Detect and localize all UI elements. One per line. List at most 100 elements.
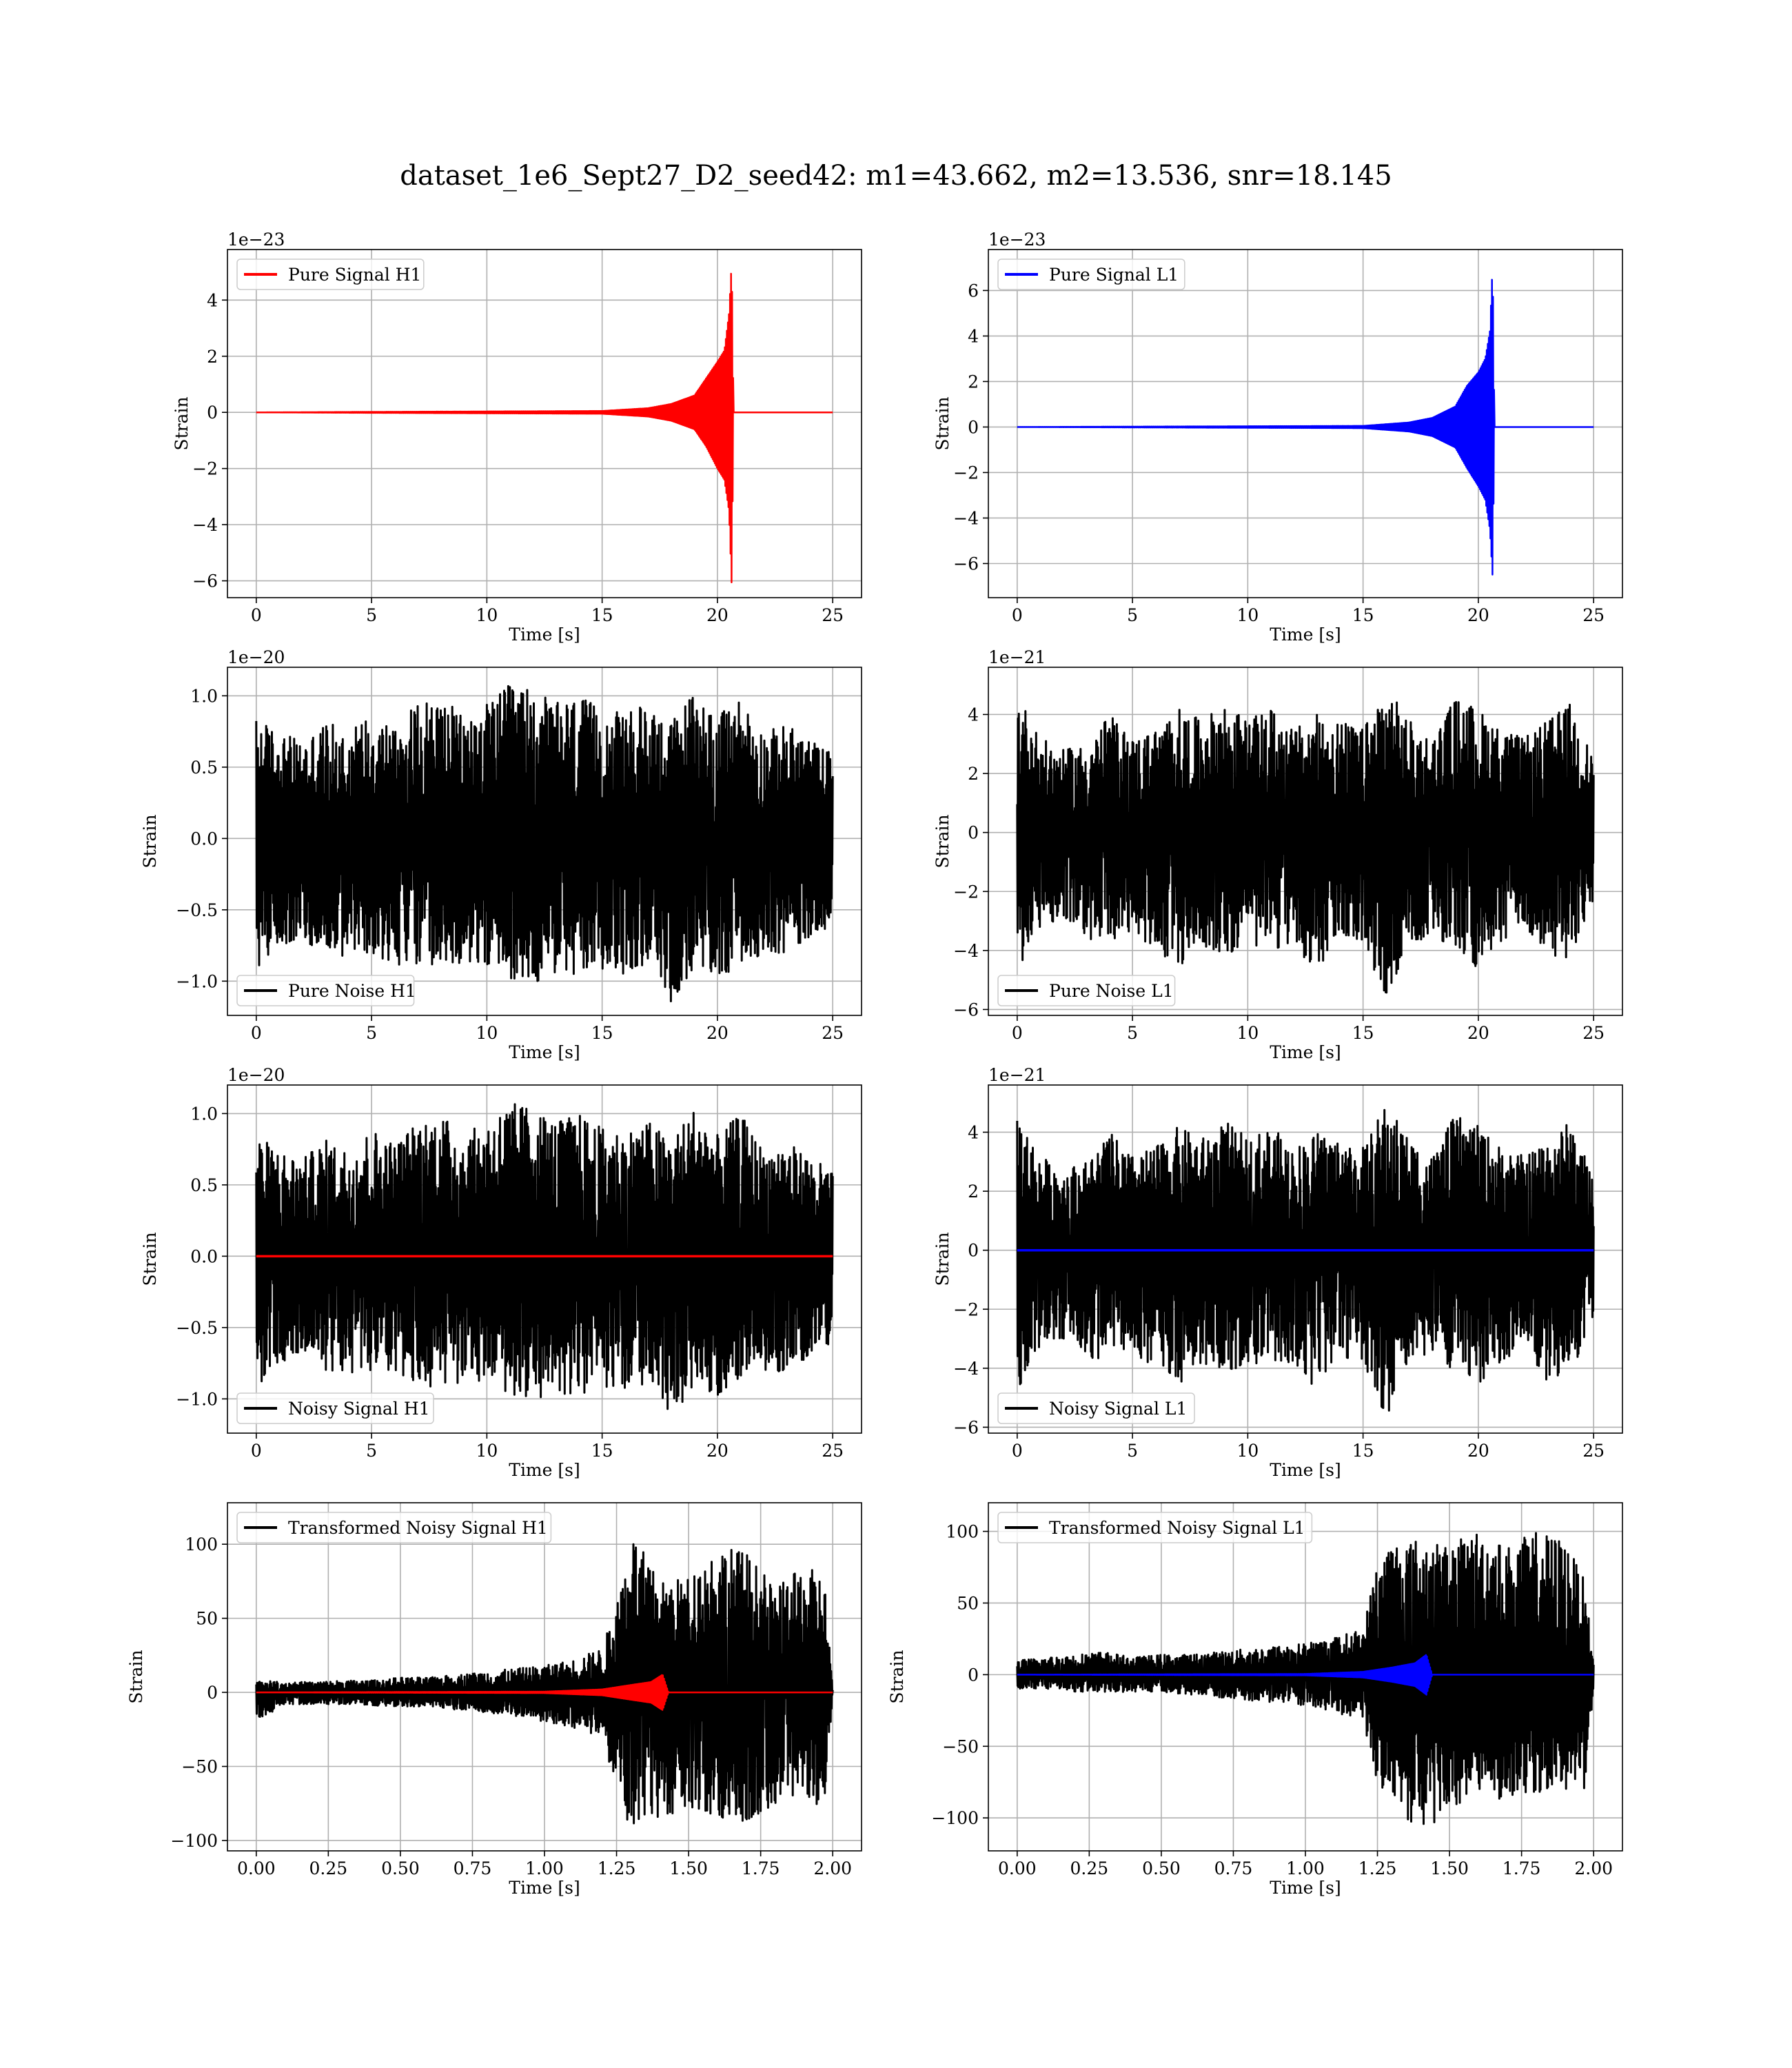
y-axis-label: Strain xyxy=(933,814,953,868)
x-tick-label: 0 xyxy=(251,605,262,625)
chart-noisy-signal-h1: 0 5 10 15 20 25 −1.0 −0.5 0.0 0.5 1.0 Time [s] Strai… xyxy=(140,1065,862,1480)
series-group xyxy=(255,685,834,1002)
x-tick-label: 25 xyxy=(1582,1023,1605,1043)
plot-frame xyxy=(988,667,1623,1016)
x-tick-label: 20 xyxy=(1467,1023,1489,1043)
y-tick-label: −100 xyxy=(170,1831,218,1851)
x-tick-label: 1.50 xyxy=(1430,1858,1469,1878)
x-tick-label: 10 xyxy=(1236,1023,1259,1043)
x-tick-label: 1.25 xyxy=(1358,1858,1397,1878)
x-tick-label: 20 xyxy=(706,605,729,625)
legend: Pure Noise H1 xyxy=(236,975,416,1006)
x-tick-label: 20 xyxy=(706,1023,729,1043)
legend-box xyxy=(997,1392,1195,1424)
y-tick-label: −2 xyxy=(953,463,979,483)
y-tick-label: 0.5 xyxy=(190,758,218,778)
y-tick-label: 1.0 xyxy=(190,686,218,706)
x-axis-label: Time [s] xyxy=(1270,1460,1341,1480)
y-tick-label: −2 xyxy=(953,882,979,902)
x-tick-label: 10 xyxy=(476,1441,498,1461)
legend-box xyxy=(997,1512,1313,1543)
series-line-0 xyxy=(1016,1532,1595,1825)
y-tick-label: 0 xyxy=(968,1241,979,1261)
x-tick-label: 0.50 xyxy=(381,1858,420,1878)
series-line-0 xyxy=(255,685,834,1002)
x-axis-label: Time [s] xyxy=(509,625,580,645)
axis-offset-text: 1e−23 xyxy=(227,230,285,250)
chart-pure-noise-h1: 0 5 10 15 20 25 −1.0 −0.5 0.0 0.5 1.0 Time [s] Strai… xyxy=(140,647,862,1062)
y-tick-label: 0.0 xyxy=(190,829,218,849)
y-axis-label: Strain xyxy=(887,1650,907,1703)
axis-offset-text: 1e−20 xyxy=(227,1065,285,1085)
y-tick-label: −0.5 xyxy=(176,1318,218,1338)
x-tick-label: 0.75 xyxy=(454,1858,492,1878)
x-tick-label: 15 xyxy=(1352,1441,1374,1461)
x-tick-label: 15 xyxy=(1352,1023,1374,1043)
y-axis-label: Strain xyxy=(933,1232,953,1286)
series-group xyxy=(1016,1108,1595,1412)
series-group xyxy=(255,1103,834,1410)
x-axis-label: Time [s] xyxy=(509,1878,580,1898)
x-tick-label: 0.00 xyxy=(998,1858,1037,1878)
x-tick-label: 25 xyxy=(822,605,844,625)
x-tick-label: 5 xyxy=(1127,605,1138,625)
y-tick-label: −0.5 xyxy=(176,900,218,920)
y-tick-label: −50 xyxy=(942,1736,979,1756)
x-tick-label: 15 xyxy=(591,1023,613,1043)
y-tick-label: 100 xyxy=(946,1522,979,1542)
x-tick-label: 0.25 xyxy=(1070,1858,1109,1878)
y-axis-label: Strain xyxy=(140,1232,160,1286)
x-tick-label: 15 xyxy=(1352,605,1374,625)
plot-frame xyxy=(227,667,862,1016)
x-tick-label: 15 xyxy=(591,1441,613,1461)
x-tick-label: 20 xyxy=(1467,1441,1489,1461)
legend: Transformed Noisy Signal H1 xyxy=(236,1512,552,1543)
series-group xyxy=(1016,1532,1595,1825)
x-tick-label: 1.25 xyxy=(598,1858,636,1878)
y-tick-label: 6 xyxy=(968,281,979,301)
y-tick-label: −6 xyxy=(953,1417,979,1437)
x-tick-label: 1.00 xyxy=(525,1858,564,1878)
series-line-0 xyxy=(255,1543,834,1825)
legend-box xyxy=(236,1512,552,1543)
x-tick-label: 20 xyxy=(1467,605,1489,625)
chart-noisy-signal-l1: 0 5 10 15 20 25 −6 −4 −2 0 2 4 Time [s] Strain 1e−21 No… xyxy=(933,1065,1623,1480)
y-tick-label: 2 xyxy=(968,1182,979,1202)
legend-label: Pure Noise L1 xyxy=(1049,981,1174,1001)
x-axis-label: Time [s] xyxy=(1270,1878,1341,1898)
y-axis-label: Strain xyxy=(933,396,953,450)
y-tick-label: 100 xyxy=(185,1534,218,1554)
y-tick-label: 4 xyxy=(968,1122,979,1142)
y-tick-label: 2 xyxy=(968,764,979,784)
y-axis-label: Strain xyxy=(140,814,160,868)
x-tick-label: 25 xyxy=(1582,605,1605,625)
y-tick-label: 0 xyxy=(968,1665,979,1685)
chart-transformed-noisy-signal-l1: 0.00 0.25 0.50 0.75 1.00 1.25 1.50 1.75 2.00 −100… xyxy=(887,1502,1623,1898)
y-tick-label: 0 xyxy=(968,823,979,843)
y-tick-label: −4 xyxy=(953,508,979,528)
x-tick-label: 25 xyxy=(822,1441,844,1461)
y-tick-label: 0.5 xyxy=(190,1175,218,1195)
y-axis-label: Strain xyxy=(126,1650,146,1703)
x-tick-label: 0.75 xyxy=(1214,1858,1253,1878)
plot-frame xyxy=(227,1084,862,1434)
legend-label: Transformed Noisy Signal H1 xyxy=(288,1518,548,1538)
series-group xyxy=(1016,701,1595,994)
axis-offset-text: 1e−23 xyxy=(988,230,1046,250)
legend: Pure Noise L1 xyxy=(997,975,1176,1006)
chart-transformed-noisy-signal-h1: 0.00 0.25 0.50 0.75 1.00 1.25 1.50 1.75 2.00 −100… xyxy=(126,1502,862,1898)
y-axis-label: Strain xyxy=(172,396,192,450)
legend: Noisy Signal H1 xyxy=(236,1392,434,1424)
legend-label: Noisy Signal H1 xyxy=(288,1399,430,1419)
x-tick-label: 1.75 xyxy=(1503,1858,1541,1878)
series-line-0 xyxy=(1017,278,1594,576)
y-tick-label: 50 xyxy=(957,1593,979,1613)
x-tick-label: 0 xyxy=(251,1441,262,1461)
x-tick-label: 1.50 xyxy=(669,1858,708,1878)
x-tick-label: 25 xyxy=(1582,1441,1605,1461)
chart-pure-noise-l1: 0 5 10 15 20 25 −6 −4 −2 0 2 4 Time [s] Strain 1e−21 Pu… xyxy=(933,647,1623,1062)
x-tick-label: 25 xyxy=(822,1023,844,1043)
x-axis-label: Time [s] xyxy=(1270,625,1341,645)
y-tick-label: −4 xyxy=(192,515,218,535)
x-tick-label: 5 xyxy=(1127,1023,1138,1043)
